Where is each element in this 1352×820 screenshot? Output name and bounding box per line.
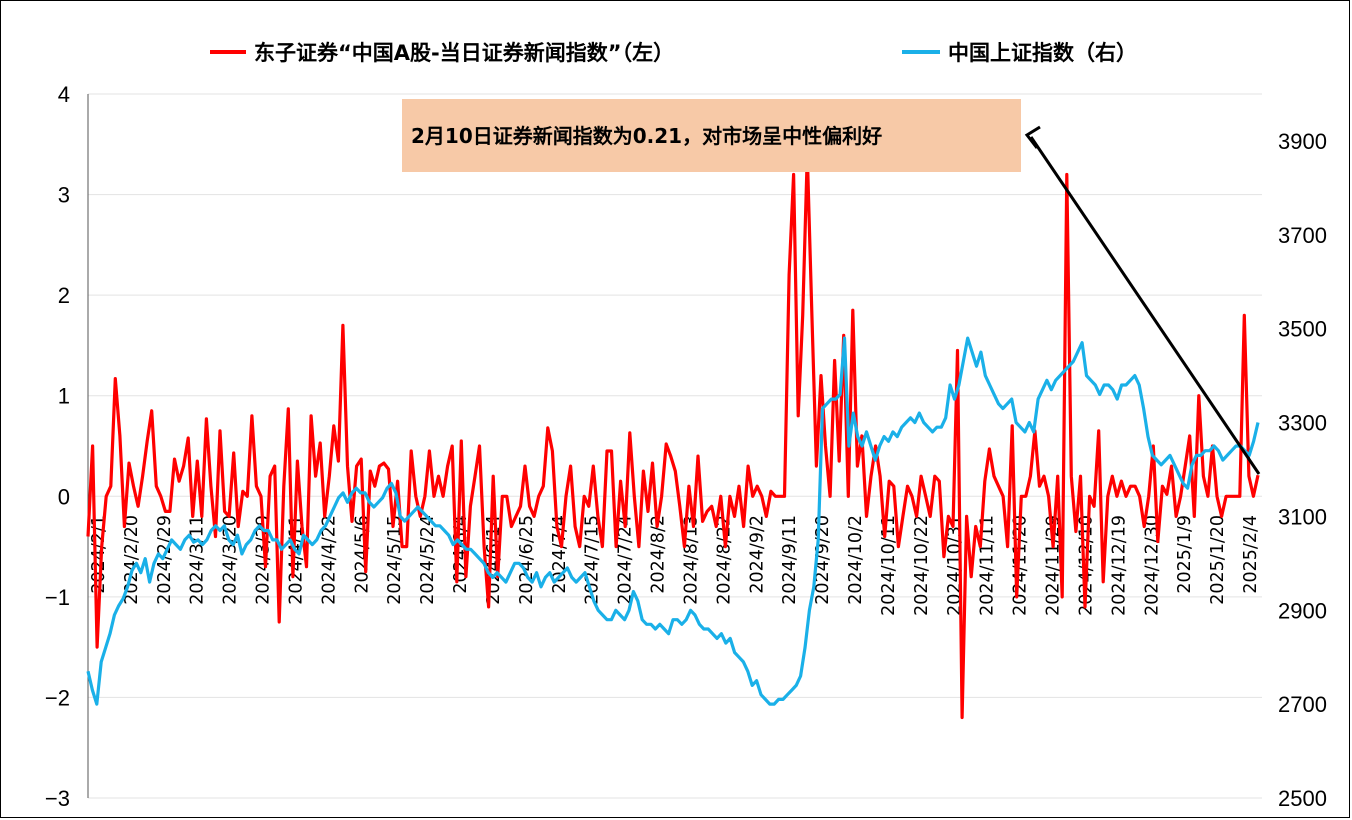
annotation-text: 2月10日证券新闻指数为0.21，对市场呈中性偏利好 bbox=[411, 124, 882, 148]
x-tick-label: 2024/2/29 bbox=[155, 515, 175, 605]
y-left-tick-label: 2 bbox=[58, 283, 70, 308]
x-tick-label: 2024/7/4 bbox=[550, 515, 570, 594]
x-tick-label: 2024/8/2 bbox=[649, 515, 669, 594]
annotation-box bbox=[402, 99, 1021, 172]
x-tick-label: 2024/4/22 bbox=[319, 515, 339, 605]
x-tick-label: 2024/10/2 bbox=[846, 515, 866, 605]
x-tick-label: 2024/3/11 bbox=[188, 515, 208, 605]
x-tick-label: 2025/1/9 bbox=[1175, 515, 1195, 594]
y-right-tick-label: 3300 bbox=[1278, 411, 1327, 436]
y-right-tick-label: 3500 bbox=[1278, 317, 1327, 342]
x-tick-label: 2025/1/20 bbox=[1208, 515, 1228, 605]
x-tick-label: 2024/9/11 bbox=[780, 515, 800, 605]
annotation-arrow-head bbox=[1024, 125, 1041, 149]
gridlines bbox=[88, 93, 1262, 799]
y-left-tick-label: 0 bbox=[58, 484, 70, 509]
x-tick-label: 2024/10/11 bbox=[879, 515, 899, 616]
y-right-tick-label: 2500 bbox=[1278, 786, 1327, 811]
legend: 东子证券“中国A股-当日证券新闻指数”（左） 中国上证指数（右） bbox=[210, 41, 1137, 65]
x-tick-label: 2025/2/4 bbox=[1241, 515, 1261, 594]
annotation: 2月10日证券新闻指数为0.21，对市场呈中性偏利好 bbox=[402, 99, 1261, 475]
y-left-tick-label: −1 bbox=[45, 585, 70, 610]
x-tick-label: 2024/12/19 bbox=[1109, 515, 1129, 616]
legend-label-news-index: 东子证券“中国A股-当日证券新闻指数”（左） bbox=[254, 41, 674, 65]
series-line-news-index bbox=[86, 152, 1260, 720]
x-tick-label: 2024/2/20 bbox=[122, 515, 142, 605]
y-right-tick-label: 3700 bbox=[1278, 223, 1327, 248]
x-tick-label: 2024/10/22 bbox=[912, 515, 932, 616]
y-right-tick-label: 3100 bbox=[1278, 504, 1327, 529]
x-tick-label: 2024/6/25 bbox=[517, 515, 537, 605]
x-tick-label: 2024/8/22 bbox=[714, 515, 734, 605]
y-right-tick-label: 3900 bbox=[1278, 129, 1327, 154]
legend-label-shanghai-index: 中国上证指数（右） bbox=[948, 41, 1137, 65]
y-right-tick-label: 2700 bbox=[1278, 692, 1327, 717]
y-left-tick-label: 1 bbox=[58, 384, 70, 409]
annotation-arrow-line bbox=[1029, 136, 1261, 475]
y-left-tick-label: −2 bbox=[45, 685, 70, 710]
y-axis-left: −3 −2 −1 0 1 2 3 4 bbox=[45, 82, 70, 811]
y-left-tick-label: 3 bbox=[58, 183, 70, 208]
y-right-tick-label: 2900 bbox=[1278, 598, 1327, 623]
x-tick-label: 2024/5/24 bbox=[418, 515, 438, 605]
y-left-tick-label: −3 bbox=[45, 786, 70, 811]
series-group bbox=[86, 152, 1260, 720]
x-tick-label: 2024/9/2 bbox=[747, 515, 767, 594]
series-line-shanghai-index bbox=[86, 336, 1260, 706]
x-tick-label: 2024/11/11 bbox=[978, 515, 998, 616]
y-axis-right: 2500 2700 2900 3100 3300 3500 3700 3900 bbox=[1278, 129, 1327, 811]
y-left-tick-label: 4 bbox=[58, 82, 70, 107]
x-tick-label: 2024/7/24 bbox=[616, 515, 636, 605]
